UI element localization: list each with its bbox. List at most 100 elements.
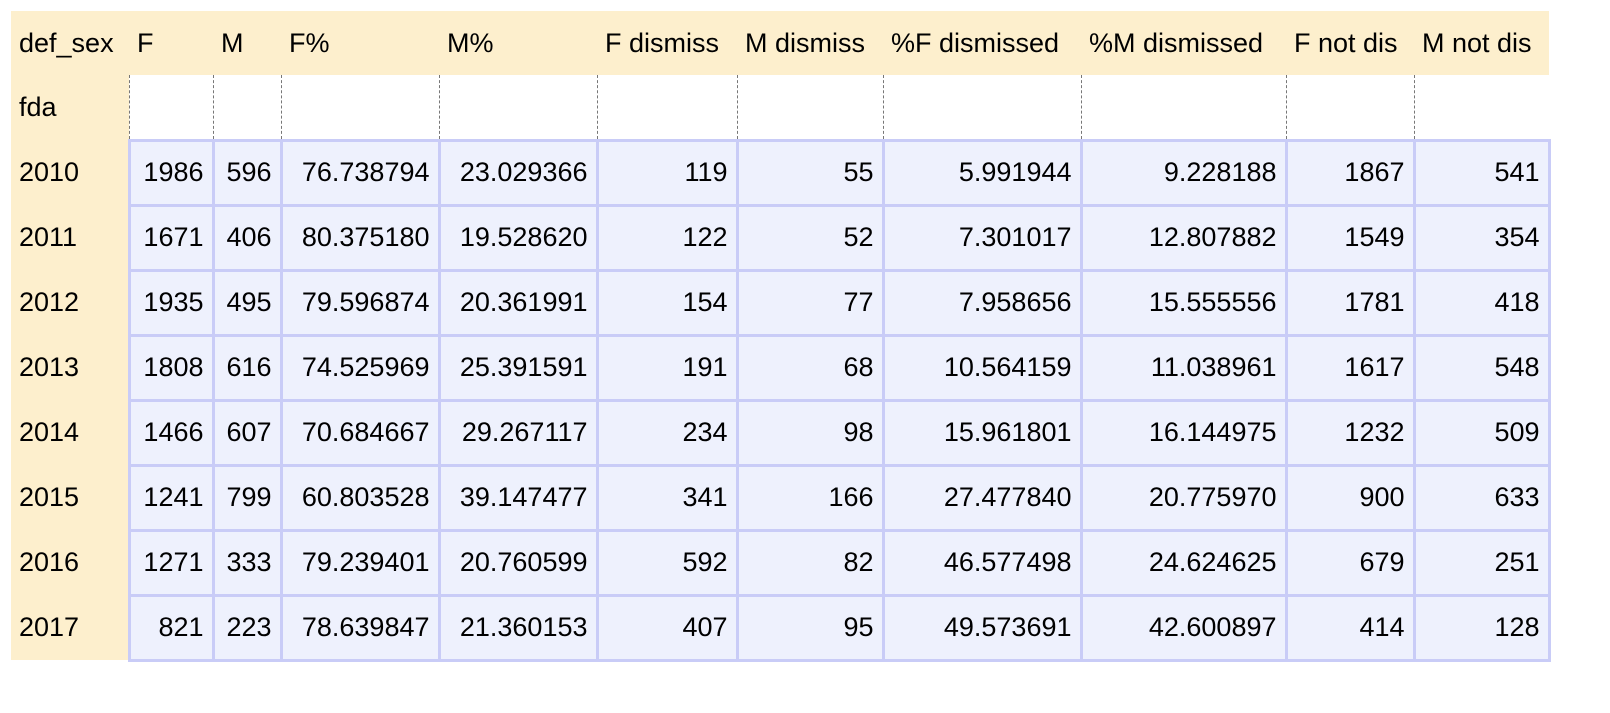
empty-header-cell xyxy=(438,75,597,140)
table-cell: 1808 xyxy=(127,333,215,402)
table-cell: 1466 xyxy=(127,398,215,467)
index-name-header: def_sex xyxy=(11,11,129,75)
table-cell: 119 xyxy=(595,138,739,207)
table-cell: 39.147477 xyxy=(437,463,599,532)
table-row: 2017 821 223 78.639847 21.360153 407 95 … xyxy=(11,593,1551,662)
table-cell: 1671 xyxy=(127,203,215,272)
empty-header-cell xyxy=(1080,75,1286,140)
table-cell: 23.029366 xyxy=(437,138,599,207)
table-cell: 406 xyxy=(211,203,283,272)
table-cell: 251 xyxy=(1412,528,1551,597)
table-cell: 333 xyxy=(211,528,283,597)
table-cell: 1549 xyxy=(1284,203,1416,272)
table-cell: 5.991944 xyxy=(881,138,1083,207)
table-cell: 1986 xyxy=(127,138,215,207)
row-year: 2016 xyxy=(11,530,129,595)
table-cell: 7.958656 xyxy=(881,268,1083,337)
table-cell: 414 xyxy=(1284,593,1416,662)
column-header: M xyxy=(213,11,281,75)
row-year: 2010 xyxy=(11,140,129,205)
table-cell: 76.738794 xyxy=(279,138,441,207)
table-cell: 15.555556 xyxy=(1079,268,1288,337)
table-cell: 154 xyxy=(595,268,739,337)
table-cell: 16.144975 xyxy=(1079,398,1288,467)
column-header: F xyxy=(129,11,213,75)
table-cell: 1241 xyxy=(127,463,215,532)
table-cell: 1935 xyxy=(127,268,215,337)
table-cell: 98 xyxy=(735,398,885,467)
table-cell: 223 xyxy=(211,593,283,662)
table-row: 2011 1671 406 80.375180 19.528620 122 52… xyxy=(11,203,1551,272)
table-cell: 70.684667 xyxy=(279,398,441,467)
empty-header-cell xyxy=(212,75,281,140)
table-cell: 46.577498 xyxy=(881,528,1083,597)
data-table: def_sex F M F% M% F dismiss M dismiss %F… xyxy=(11,11,1551,662)
table-cell: 234 xyxy=(595,398,739,467)
table-cell: 52 xyxy=(735,203,885,272)
table-cell: 616 xyxy=(211,333,283,402)
table-row: 2015 1241 799 60.803528 39.147477 341 16… xyxy=(11,463,1551,532)
table-cell: 82 xyxy=(735,528,885,597)
row-year: 2017 xyxy=(11,595,129,660)
table-cell: 49.573691 xyxy=(881,593,1083,662)
table-cell: 12.807882 xyxy=(1079,203,1288,272)
table-cell: 68 xyxy=(735,333,885,402)
column-header: F not dis xyxy=(1286,11,1414,75)
empty-header-cell xyxy=(736,75,883,140)
table-cell: 29.267117 xyxy=(437,398,599,467)
table-cell: 607 xyxy=(211,398,283,467)
row-year: 2013 xyxy=(11,335,129,400)
table-cell: 341 xyxy=(595,463,739,532)
empty-header-cell xyxy=(280,75,439,140)
table-cell: 78.639847 xyxy=(279,593,441,662)
table-cell: 60.803528 xyxy=(279,463,441,532)
table-cell: 596 xyxy=(211,138,283,207)
column-header: F% xyxy=(281,11,439,75)
table-cell: 166 xyxy=(735,463,885,532)
table-cell: 633 xyxy=(1412,463,1551,532)
table-cell: 20.361991 xyxy=(437,268,599,337)
table-cell: 20.775970 xyxy=(1079,463,1288,532)
table-cell: 407 xyxy=(595,593,739,662)
table-row: 2013 1808 616 74.525969 25.391591 191 68… xyxy=(11,333,1551,402)
table-cell: 900 xyxy=(1284,463,1416,532)
table-body: 2010 1986 596 76.738794 23.029366 119 55… xyxy=(11,138,1551,662)
table-cell: 191 xyxy=(595,333,739,402)
column-header-row: def_sex F M F% M% F dismiss M dismiss %F… xyxy=(11,11,1549,75)
table-cell: 20.760599 xyxy=(437,528,599,597)
table-cell: 74.525969 xyxy=(279,333,441,402)
table-cell: 15.961801 xyxy=(881,398,1083,467)
table-cell: 11.038961 xyxy=(1079,333,1288,402)
row-year: 2011 xyxy=(11,205,129,270)
empty-header-cell xyxy=(128,75,213,140)
table-cell: 495 xyxy=(211,268,283,337)
table-cell: 19.528620 xyxy=(437,203,599,272)
table-row: 2012 1935 495 79.596874 20.361991 154 77… xyxy=(11,268,1551,337)
table-cell: 509 xyxy=(1412,398,1551,467)
row-index-label-row: fda xyxy=(11,75,1549,140)
table-cell: 24.624625 xyxy=(1079,528,1288,597)
table-cell: 80.375180 xyxy=(279,203,441,272)
table-cell: 42.600897 xyxy=(1079,593,1288,662)
table-row: 2014 1466 607 70.684667 29.267117 234 98… xyxy=(11,398,1551,467)
table-cell: 1781 xyxy=(1284,268,1416,337)
row-year: 2012 xyxy=(11,270,129,335)
table-cell: 77 xyxy=(735,268,885,337)
table-cell: 128 xyxy=(1412,593,1551,662)
table-cell: 821 xyxy=(127,593,215,662)
table-cell: 25.391591 xyxy=(437,333,599,402)
column-header: F dismiss xyxy=(597,11,737,75)
table-cell: 55 xyxy=(735,138,885,207)
empty-header-cell xyxy=(596,75,737,140)
table-cell: 95 xyxy=(735,593,885,662)
empty-header-cell xyxy=(1413,75,1549,140)
table-cell: 548 xyxy=(1412,333,1551,402)
empty-header-cell xyxy=(1285,75,1414,140)
table-cell: 79.239401 xyxy=(279,528,441,597)
empty-header-cell xyxy=(882,75,1081,140)
column-header: %M dismissed xyxy=(1081,11,1286,75)
table-cell: 541 xyxy=(1412,138,1551,207)
table-cell: 9.228188 xyxy=(1079,138,1288,207)
column-header: M% xyxy=(439,11,597,75)
table-cell: 21.360153 xyxy=(437,593,599,662)
